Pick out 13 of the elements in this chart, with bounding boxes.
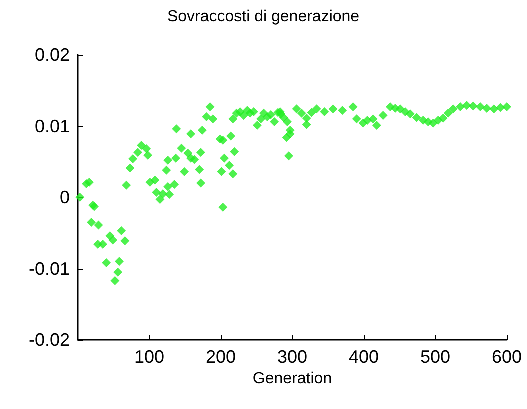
x-tick-label: 400 [348,347,380,367]
x-tick-label: 200 [206,347,236,367]
y-tick-label: -0.01 [28,258,70,279]
x-tick-label: 600 [492,347,522,367]
chart-title: Sovraccosti di generazione [167,8,360,26]
x-tick-label: 500 [420,347,451,367]
x-axis-title: Generation [252,370,332,388]
y-tick-label: -0.02 [28,330,70,350]
x-tick-label: 100 [134,347,165,367]
y-tick-label: 0.02 [34,45,70,65]
x-tick-label: 300 [277,347,308,367]
y-tick-label: 0.01 [34,116,70,136]
y-tick-label: 0 [60,188,70,208]
